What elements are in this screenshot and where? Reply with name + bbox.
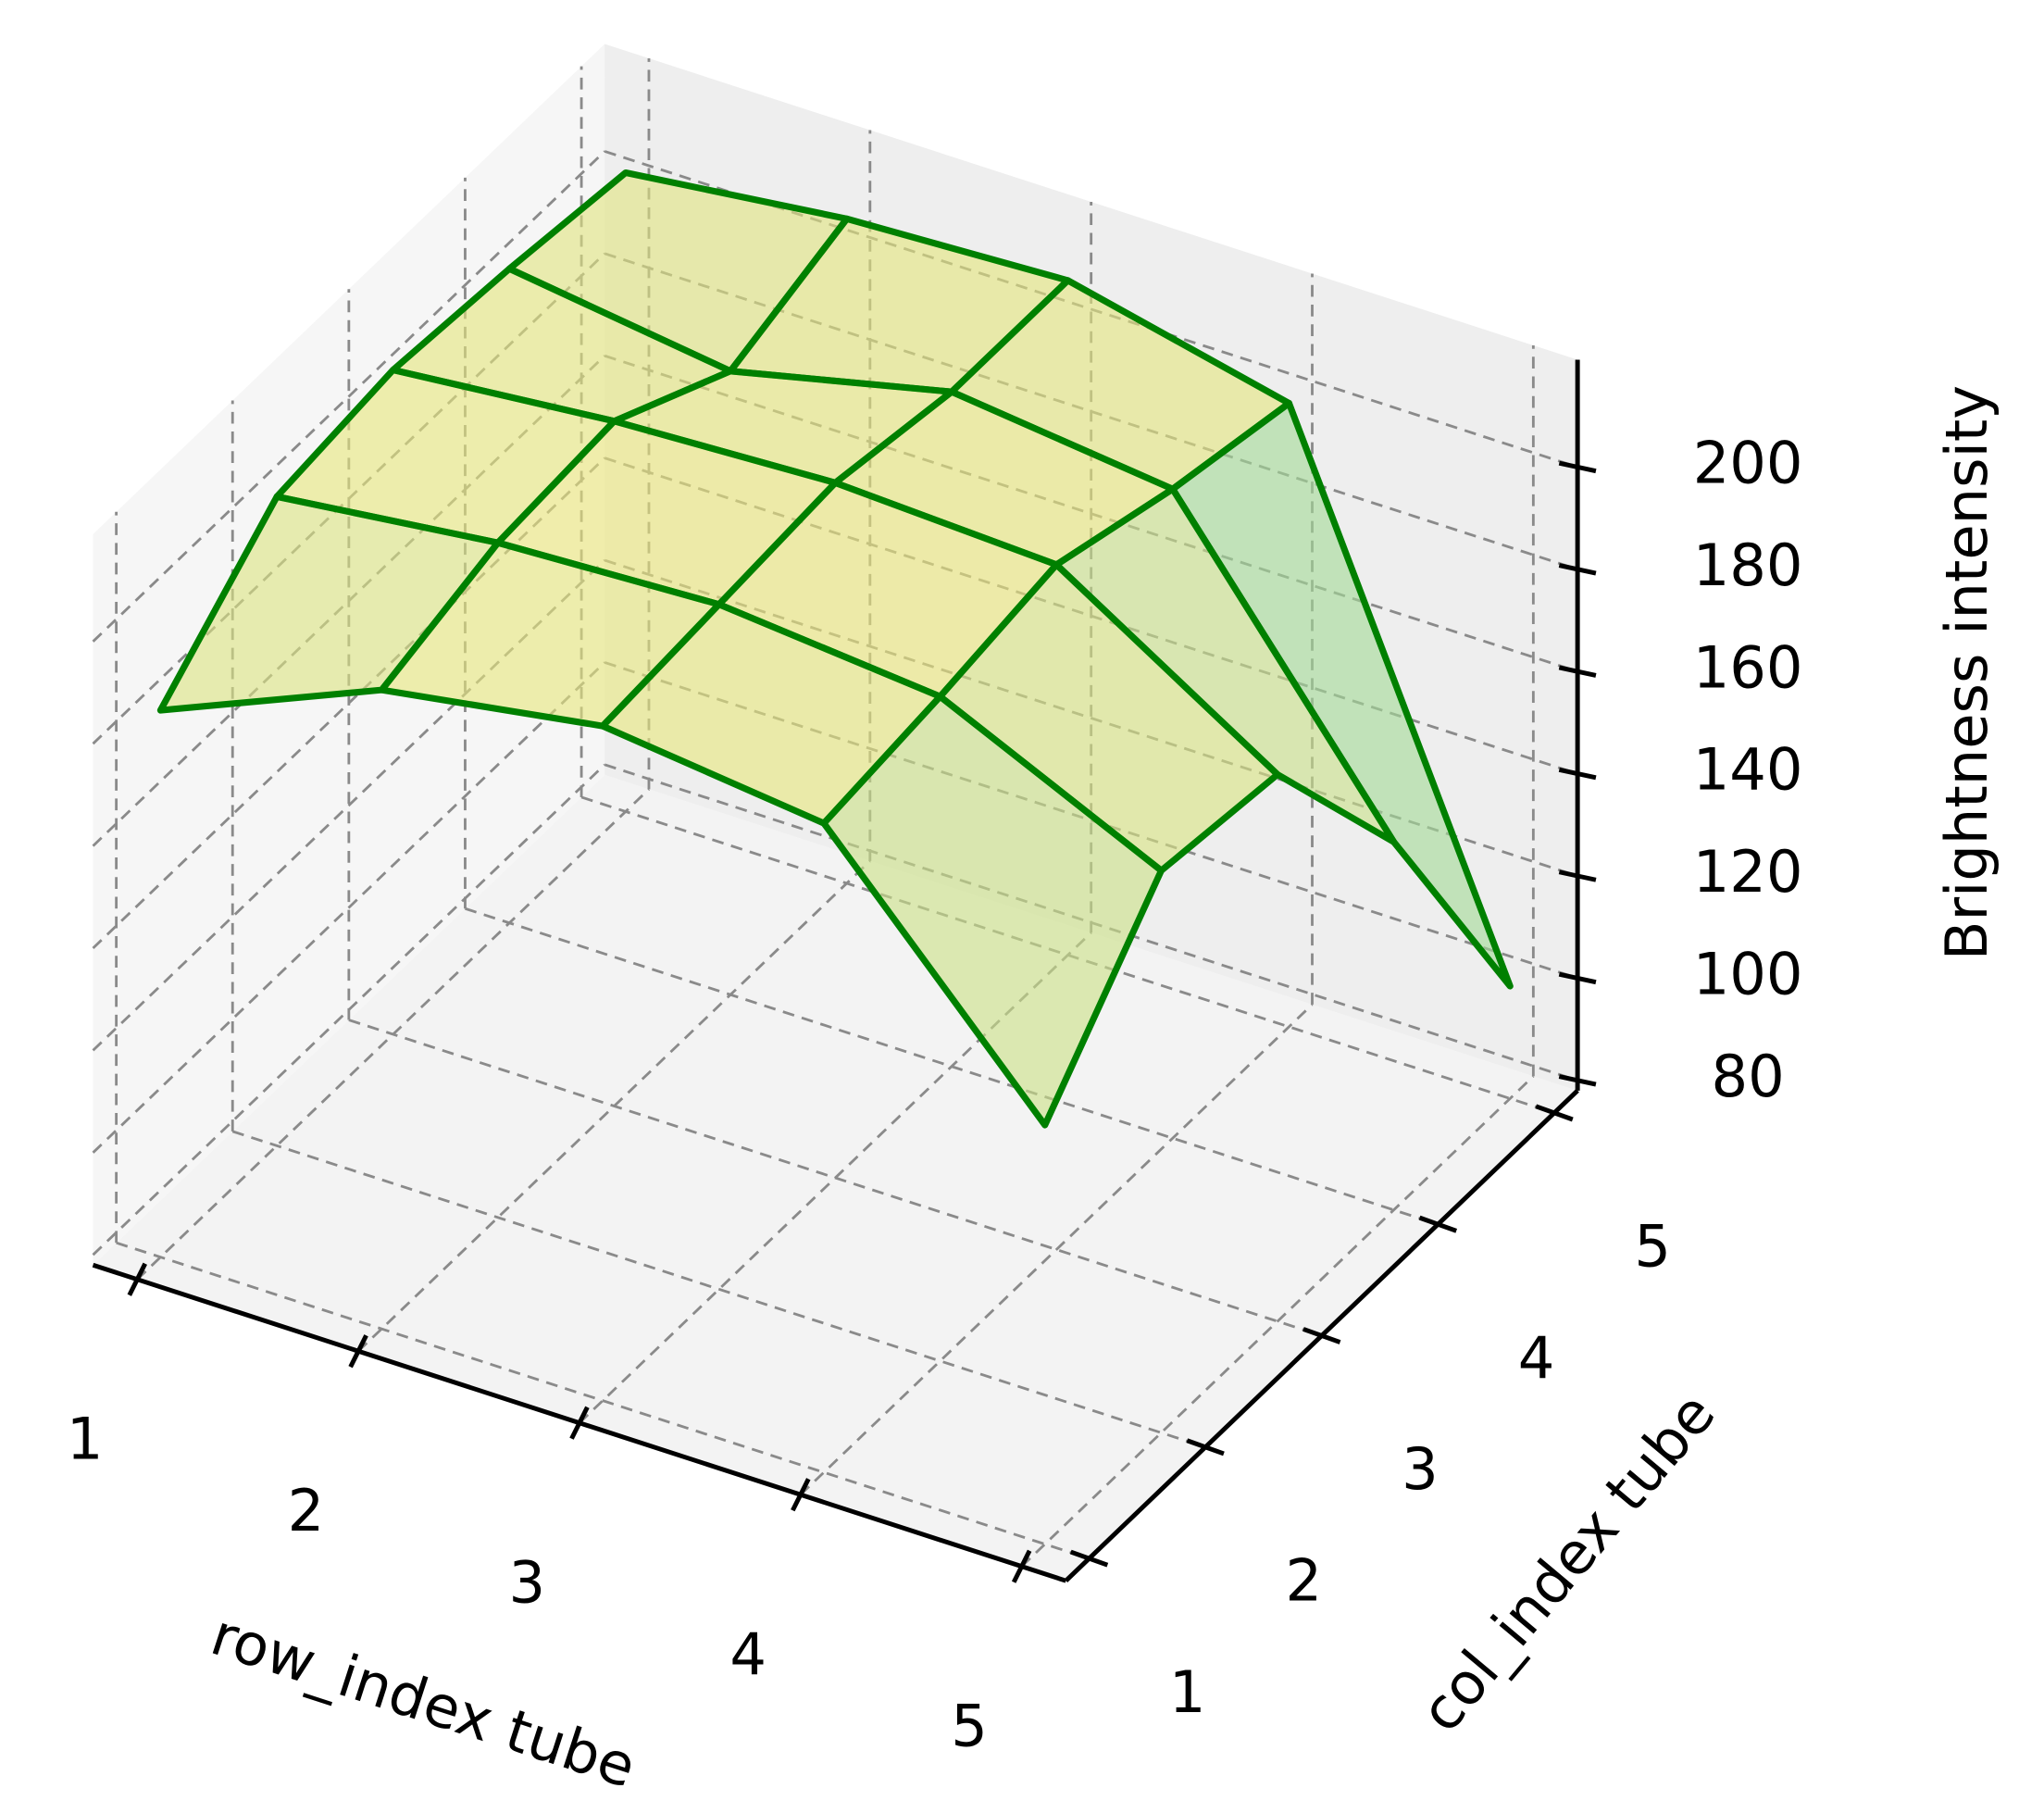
tick-mark bbox=[1011, 1549, 1032, 1583]
tick-mark bbox=[1558, 563, 1597, 576]
grid-line bbox=[465, 906, 1439, 1226]
grid-line bbox=[231, 1130, 1206, 1449]
grid-line bbox=[348, 1019, 1323, 1337]
y-axis-label: col_index tube bbox=[1407, 1381, 1728, 1745]
tick-mark bbox=[127, 1262, 147, 1296]
grid-line bbox=[1020, 1075, 1535, 1568]
x-tick-label: 4 bbox=[729, 1620, 766, 1688]
z-tick-label: 160 bbox=[1693, 633, 1803, 701]
z-axis-label: Brightness intensity bbox=[1933, 385, 2000, 960]
tick-mark bbox=[569, 1406, 590, 1440]
grid-line bbox=[799, 1003, 1314, 1496]
tick-mark bbox=[1558, 767, 1597, 781]
grid-line bbox=[116, 1241, 1090, 1560]
tick-mark bbox=[1558, 1074, 1597, 1087]
tick-mark bbox=[1302, 1327, 1341, 1344]
tick-mark bbox=[1558, 665, 1597, 678]
x-tick-label: 2 bbox=[288, 1477, 325, 1544]
grid-line bbox=[92, 763, 606, 1257]
y-tick-label: 2 bbox=[1285, 1547, 1322, 1615]
y-tick-label: 1 bbox=[1169, 1658, 1206, 1726]
z-tick-label: 120 bbox=[1693, 838, 1803, 906]
z-tick-label: 80 bbox=[1712, 1043, 1785, 1110]
surface-patch bbox=[820, 693, 1165, 1129]
tick-mark bbox=[1186, 1438, 1225, 1457]
tick-mark bbox=[1558, 460, 1597, 474]
tick-mark bbox=[348, 1334, 368, 1369]
y-tick-label: 4 bbox=[1518, 1324, 1555, 1392]
x-tick-label: 5 bbox=[951, 1693, 988, 1760]
tick-mark bbox=[1535, 1104, 1574, 1122]
y-tick-label: 5 bbox=[1634, 1213, 1671, 1281]
y-tick-label: 3 bbox=[1402, 1435, 1439, 1503]
z-tick-label: 140 bbox=[1693, 736, 1803, 804]
x-tick-label: 3 bbox=[509, 1549, 546, 1617]
tick-mark bbox=[1558, 869, 1597, 882]
tick-mark bbox=[1069, 1549, 1109, 1568]
tick-mark bbox=[1558, 971, 1597, 985]
tick-mark bbox=[791, 1478, 811, 1512]
grid-line bbox=[92, 661, 606, 1154]
z-tick-label: 180 bbox=[1693, 531, 1803, 599]
grid-line bbox=[92, 150, 606, 643]
x-axis-label: row_index tube bbox=[204, 1601, 644, 1802]
surface bbox=[156, 169, 1514, 1129]
z-tick-label: 100 bbox=[1693, 940, 1803, 1007]
z-tick-label: 200 bbox=[1693, 429, 1803, 496]
tick-mark bbox=[1418, 1215, 1458, 1233]
x-tick-label: 1 bbox=[67, 1406, 104, 1473]
